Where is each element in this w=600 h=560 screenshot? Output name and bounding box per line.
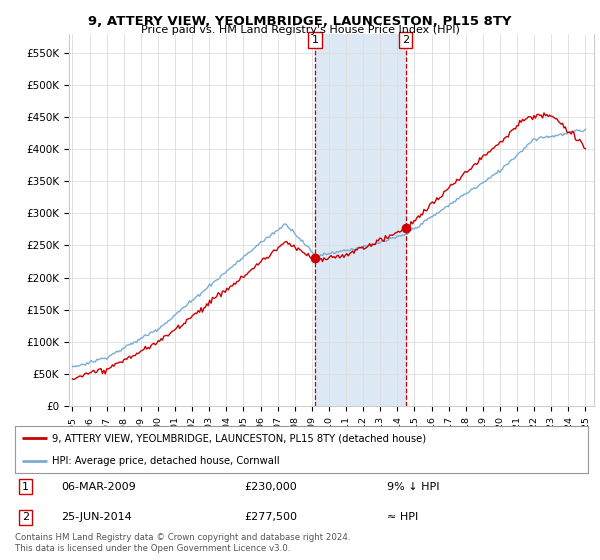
Text: £277,500: £277,500 <box>244 512 297 522</box>
Text: 9% ↓ HPI: 9% ↓ HPI <box>388 482 440 492</box>
Text: HPI: Average price, detached house, Cornwall: HPI: Average price, detached house, Corn… <box>52 456 280 466</box>
Text: 1: 1 <box>311 35 319 45</box>
Text: ≈ HPI: ≈ HPI <box>388 512 419 522</box>
Text: Price paid vs. HM Land Registry's House Price Index (HPI): Price paid vs. HM Land Registry's House … <box>140 25 460 35</box>
Text: 25-JUN-2014: 25-JUN-2014 <box>61 512 131 522</box>
Text: Contains HM Land Registry data © Crown copyright and database right 2024.
This d: Contains HM Land Registry data © Crown c… <box>15 533 350 553</box>
Text: £230,000: £230,000 <box>244 482 297 492</box>
Text: 9, ATTERY VIEW, YEOLMBRIDGE, LAUNCESTON, PL15 8TY: 9, ATTERY VIEW, YEOLMBRIDGE, LAUNCESTON,… <box>88 15 512 27</box>
Text: 2: 2 <box>402 35 409 45</box>
Text: 1: 1 <box>22 482 29 492</box>
Bar <box>315 34 406 406</box>
Text: 06-MAR-2009: 06-MAR-2009 <box>61 482 136 492</box>
Text: 2: 2 <box>22 512 29 522</box>
Text: 9, ATTERY VIEW, YEOLMBRIDGE, LAUNCESTON, PL15 8TY (detached house): 9, ATTERY VIEW, YEOLMBRIDGE, LAUNCESTON,… <box>52 433 427 444</box>
